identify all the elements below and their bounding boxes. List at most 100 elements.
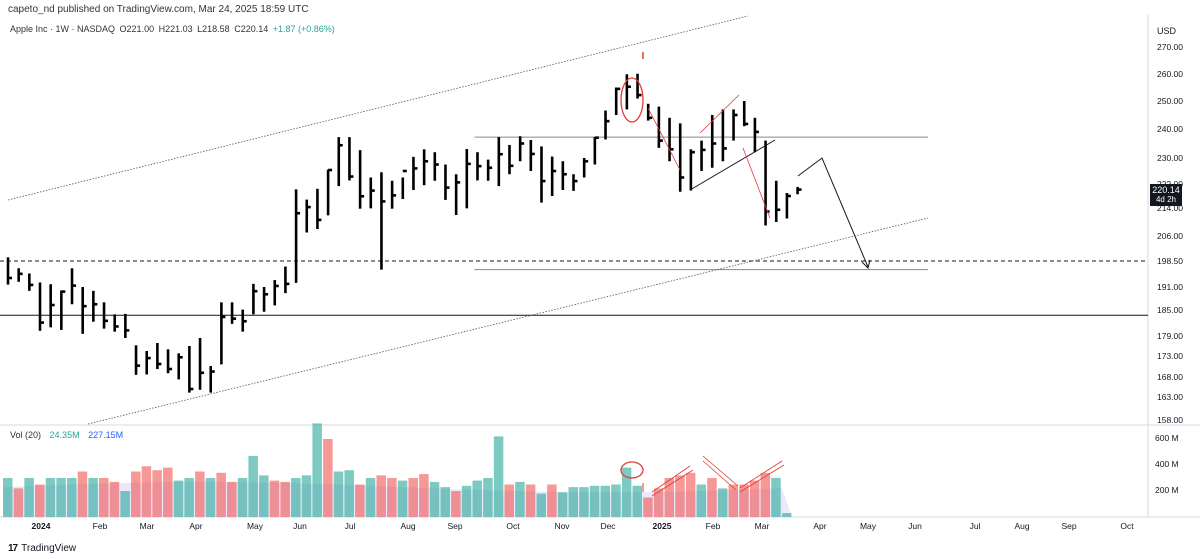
ohlc-bar [593,136,599,165]
volume-bar [749,480,760,517]
volume-highlight-circle [620,461,644,479]
volume-bar [152,470,162,517]
volume-bar [589,485,600,517]
ohlc-bar [177,353,183,380]
volume-bar [163,467,173,517]
time-tick-label: 2025 [653,521,672,531]
volume-bar [536,493,546,517]
red-decline-line [647,107,681,171]
volume-bar [461,485,472,517]
volume-bar [557,492,568,517]
price-tick-label: 230.00 [1157,153,1183,163]
volume-bar [440,487,450,517]
low-value: L218.58 [197,24,230,34]
volume-bar [685,472,696,517]
volume-bar [99,478,109,517]
price-tick-label: 191.00 [1157,282,1183,292]
ohlc-bar [305,199,311,233]
symbol-name[interactable]: Apple Inc · 1W · NASDAQ [10,24,116,34]
tradingview-brand[interactable]: 17 TradingView [8,543,76,554]
red-decline-line-2 [742,147,771,219]
symbol-ohlc-line: Apple Inc · 1W · NASDAQ O221.00 H221.03 … [10,24,337,34]
price-tick-label: 179.00 [1157,331,1183,341]
volume-bar [131,471,141,517]
volume-bar [568,487,579,517]
volume-bar [717,488,728,517]
volume-value: 24.35M [49,430,80,440]
ohlc-bar [550,156,557,196]
volume-bar [579,487,589,517]
time-tick-label: Mar [755,521,770,531]
volume-ma-value: 227.15M [88,430,124,440]
volume-bar [109,481,120,517]
time-tick-label: Jun [293,521,307,531]
volume-rising-line-3 [739,460,783,489]
ohlc-bar [337,137,343,187]
volume-bar [205,478,216,517]
red-rally-line [699,94,740,134]
ohlc-bar [262,287,269,312]
volume-bar [387,478,397,517]
volume-bar [493,436,504,517]
price-tick-label: 260.00 [1157,69,1183,79]
ohlc-bar [742,101,749,127]
ohlc-bar [284,266,290,294]
ohlc-bar [614,87,621,115]
volume-bar [173,480,184,517]
time-tick-label: Oct [506,521,520,531]
volume-bar [621,467,632,517]
price-tick-label: 198.50 [1157,256,1183,266]
time-tick-label: Feb [706,521,721,531]
ohlc-bar [369,177,375,209]
ohlc-bar [252,283,258,315]
volume-label[interactable]: Vol (20) [10,430,42,440]
volume-bar [365,478,376,517]
volume-bar [35,484,45,517]
ohlc-bar [273,280,279,306]
volume-bar [781,513,792,517]
bar-countdown: 4d 2h [1155,195,1177,204]
ohlc-bar [124,313,130,338]
ohlc-bar [454,174,461,215]
volume-tick-label: 200 M [1155,485,1179,495]
price-tick-label: 270.00 [1157,42,1183,52]
ohlc-bar [561,161,567,190]
volume-falling-line-2 [702,460,737,491]
time-tick-label: 2024 [32,521,51,531]
ohlc-bar [689,149,695,191]
volume-bar [67,478,77,517]
ohlc-bar [316,188,322,229]
price-tick-label: 173.00 [1157,351,1183,361]
ohlc-bar [241,309,247,332]
volume-bar [515,481,525,517]
volume-bar [184,478,194,517]
channel-upper-line [7,15,749,201]
ohlc-bar [796,186,802,195]
ohlc-bar [476,152,482,181]
price-tick-label: 206.00 [1157,231,1183,241]
ohlc-bar [774,180,781,222]
ohlc-bar [700,140,706,171]
ohlc-bar [401,169,407,199]
ohlc-bar [540,146,546,203]
volume-bar [696,484,707,517]
volume-bar [643,497,653,517]
volume-bar [472,480,482,517]
price-tick-label: 158.00 [1157,415,1183,425]
volume-bar [771,478,781,517]
ohlc-bar [380,172,386,270]
time-tick-label: Aug [400,521,415,531]
ohlc-bar [518,136,525,162]
volume-tick-label: 600 M [1155,433,1179,443]
volume-bar [301,475,312,517]
ohlc-bar [102,302,109,329]
time-tick-label: Nov [554,521,570,531]
volume-bar [88,478,98,517]
volume-bar [3,478,13,517]
publisher-line: capeto_nd published on TradingView.com, … [8,4,309,15]
volume-bar [280,481,290,517]
volume-rising-line-4 [739,464,785,493]
price-tick-label: 185.00 [1157,305,1183,315]
time-tick-label: Mar [140,521,155,531]
